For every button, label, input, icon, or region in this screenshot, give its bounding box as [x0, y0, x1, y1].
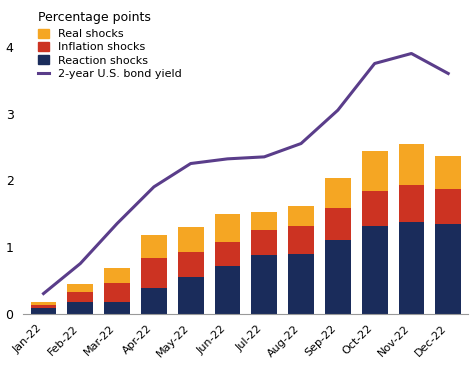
- Bar: [178, 227, 203, 251]
- Text: Percentage points: Percentage points: [38, 11, 151, 24]
- Bar: [362, 191, 388, 226]
- Bar: [141, 288, 167, 314]
- Bar: [67, 292, 93, 301]
- Bar: [325, 178, 351, 208]
- Bar: [178, 277, 203, 314]
- Bar: [435, 189, 461, 223]
- Bar: [104, 301, 130, 314]
- Bar: [288, 254, 314, 314]
- Legend: Real shocks, Inflation shocks, Reaction shocks, 2-year U.S. bond yield: Real shocks, Inflation shocks, Reaction …: [38, 28, 182, 79]
- Bar: [325, 240, 351, 314]
- Bar: [215, 266, 240, 314]
- Bar: [399, 222, 424, 314]
- Bar: [362, 226, 388, 314]
- Bar: [288, 205, 314, 226]
- Bar: [141, 235, 167, 258]
- Bar: [435, 223, 461, 314]
- Bar: [178, 251, 203, 277]
- Bar: [288, 226, 314, 254]
- Bar: [31, 305, 56, 308]
- Bar: [399, 143, 424, 185]
- Bar: [215, 214, 240, 242]
- Bar: [435, 155, 461, 189]
- Bar: [67, 301, 93, 314]
- Bar: [362, 151, 388, 191]
- Bar: [215, 242, 240, 266]
- Bar: [325, 208, 351, 240]
- Bar: [251, 212, 277, 230]
- Bar: [141, 258, 167, 288]
- Bar: [31, 301, 56, 305]
- Bar: [67, 284, 93, 292]
- Bar: [31, 308, 56, 314]
- Bar: [104, 268, 130, 283]
- Bar: [251, 255, 277, 314]
- Bar: [251, 230, 277, 255]
- Bar: [399, 185, 424, 222]
- Bar: [104, 283, 130, 301]
